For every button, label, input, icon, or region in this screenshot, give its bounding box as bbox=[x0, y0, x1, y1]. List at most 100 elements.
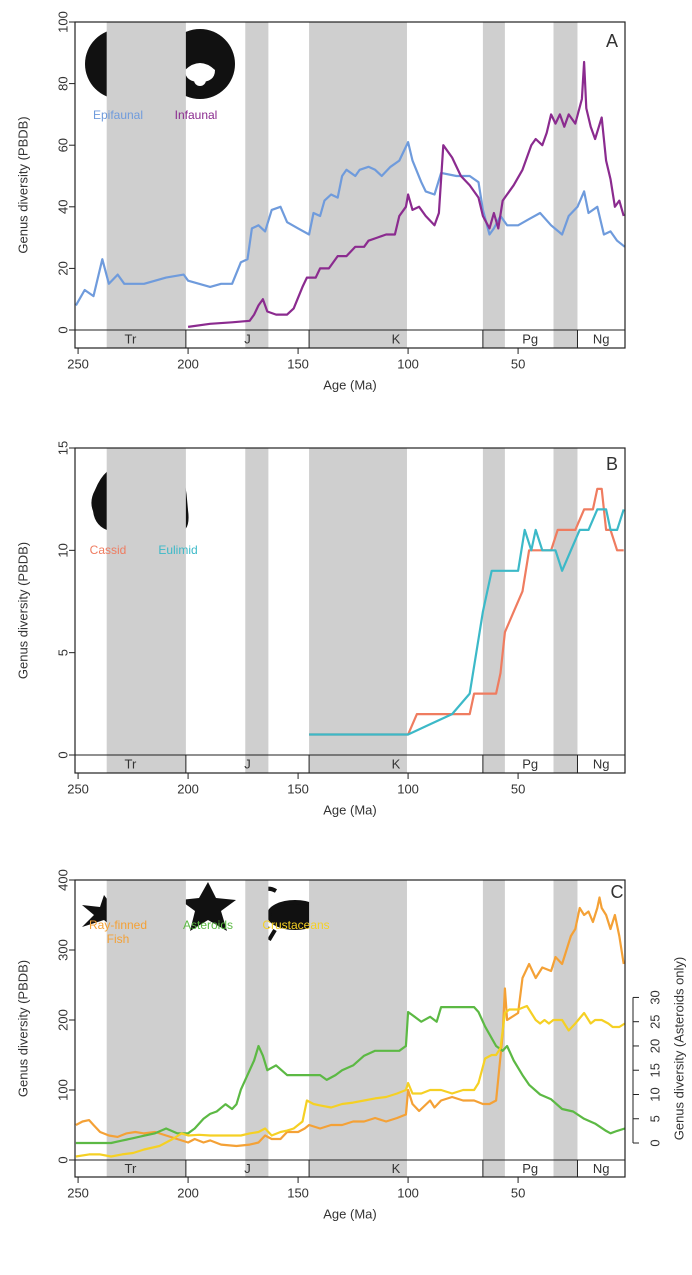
period-label: Pg bbox=[522, 1161, 538, 1176]
x-tick-label: 250 bbox=[67, 1185, 89, 1200]
x-axis-title: Age (Ma) bbox=[323, 802, 376, 817]
y-axis-title: Genus diversity (PBDB) bbox=[15, 542, 30, 679]
x-tick-label: 50 bbox=[511, 1185, 525, 1200]
period-label: J bbox=[244, 756, 251, 771]
y-axis-title: Genus diversity (PBDB) bbox=[15, 960, 30, 1097]
period-label: Ng bbox=[593, 756, 610, 771]
series-line bbox=[187, 60, 625, 328]
stage-band bbox=[106, 22, 186, 348]
y2-tick-label: 15 bbox=[647, 1063, 662, 1077]
y-tick-label: 0 bbox=[55, 1156, 70, 1163]
y-tick-label: 400 bbox=[55, 869, 70, 891]
legend-entry: Crustaceans bbox=[262, 918, 330, 932]
legend-entry: Asteroids bbox=[182, 918, 234, 932]
series-line bbox=[309, 508, 625, 736]
plot-frame bbox=[74, 21, 626, 349]
x-tick-label: 200 bbox=[177, 1185, 199, 1200]
x-axis-title: Age (Ma) bbox=[323, 377, 376, 392]
y-tick-label: 0 bbox=[55, 751, 70, 758]
period-label: Tr bbox=[125, 331, 137, 346]
x-tick-label: 150 bbox=[287, 781, 309, 796]
stage-band bbox=[309, 22, 407, 348]
y-tick-label: 10 bbox=[55, 543, 70, 557]
plot-frame bbox=[74, 447, 626, 774]
legend-label: Ray-finned Fish bbox=[88, 918, 148, 946]
y-tick-label: 40 bbox=[55, 200, 70, 214]
panel-label: C bbox=[611, 882, 624, 902]
stage-band bbox=[553, 22, 578, 348]
period-label: K bbox=[392, 756, 401, 771]
icon-starfish bbox=[180, 882, 236, 931]
legend-label: Epifaunal bbox=[92, 108, 144, 122]
plot-frame bbox=[74, 879, 626, 1178]
period-label: Tr bbox=[125, 756, 137, 771]
series-line bbox=[75, 1004, 626, 1158]
x-tick-label: 50 bbox=[511, 356, 525, 371]
period-label: K bbox=[392, 331, 401, 346]
x-tick-label: 200 bbox=[177, 356, 199, 371]
x-tick-label: 250 bbox=[67, 356, 89, 371]
period-label: Ng bbox=[593, 331, 610, 346]
series-line bbox=[74, 141, 626, 306]
period-label: Tr bbox=[125, 1161, 137, 1176]
legend-label: Crustaceans bbox=[262, 918, 330, 932]
stage-band bbox=[309, 448, 407, 773]
legend-label: Asteroids bbox=[182, 918, 234, 932]
y2-tick-label: 30 bbox=[647, 990, 662, 1004]
y-axis-title: Genus diversity (PBDB) bbox=[15, 116, 30, 253]
y-tick-label: 300 bbox=[55, 939, 70, 961]
x-tick-label: 150 bbox=[287, 356, 309, 371]
legend-label: Cassid bbox=[89, 543, 127, 557]
y-tick-label: 0 bbox=[55, 326, 70, 333]
period-label: Pg bbox=[522, 756, 538, 771]
stage-band bbox=[553, 880, 578, 1177]
stage-band bbox=[482, 448, 505, 773]
period-label: J bbox=[244, 1161, 251, 1176]
y-tick-label: 15 bbox=[55, 441, 70, 455]
legend-entry: Eulimid bbox=[158, 543, 198, 557]
x-tick-label: 50 bbox=[511, 781, 525, 796]
period-label: K bbox=[392, 1161, 401, 1176]
legend-entry: Infaunal bbox=[174, 108, 218, 122]
x-tick-label: 100 bbox=[397, 781, 419, 796]
stage-band bbox=[106, 880, 186, 1177]
panel-label: A bbox=[606, 31, 618, 51]
stage-band bbox=[553, 448, 578, 773]
period-label: J bbox=[244, 331, 251, 346]
stage-band bbox=[245, 448, 269, 773]
legend-entry: Ray-finned Fish bbox=[88, 918, 148, 946]
y2-tick-label: 5 bbox=[647, 1115, 662, 1122]
legend-entry: Cassid bbox=[89, 543, 127, 557]
legend-label: Infaunal bbox=[174, 108, 218, 122]
stage-band bbox=[245, 880, 269, 1177]
y-tick-label: 20 bbox=[55, 261, 70, 275]
series-line bbox=[75, 1006, 626, 1145]
y2-tick-label: 25 bbox=[647, 1014, 662, 1028]
y-tick-label: 200 bbox=[55, 1009, 70, 1031]
y2-axis-title: Genus diversity (Asteroids only) bbox=[671, 957, 686, 1141]
stage-band bbox=[482, 22, 505, 348]
series-line bbox=[75, 896, 625, 1148]
y2-tick-label: 0 bbox=[647, 1139, 662, 1146]
y-tick-label: 100 bbox=[55, 11, 70, 33]
panel-label: B bbox=[606, 454, 618, 474]
y-tick-label: 5 bbox=[55, 649, 70, 656]
period-label: Ng bbox=[593, 1161, 610, 1176]
legend-label: Eulimid bbox=[158, 543, 198, 557]
y2-tick-label: 10 bbox=[647, 1087, 662, 1101]
period-label: Pg bbox=[522, 331, 538, 346]
y2-tick-label: 20 bbox=[647, 1039, 662, 1053]
stage-band bbox=[106, 448, 186, 773]
x-tick-label: 100 bbox=[397, 356, 419, 371]
legend-entry: Epifaunal bbox=[92, 108, 144, 122]
x-tick-label: 200 bbox=[177, 781, 199, 796]
y-tick-label: 60 bbox=[55, 138, 70, 152]
stage-band bbox=[482, 880, 505, 1177]
x-tick-label: 100 bbox=[397, 1185, 419, 1200]
y-tick-label: 80 bbox=[55, 76, 70, 90]
stage-band bbox=[245, 22, 269, 348]
x-tick-label: 250 bbox=[67, 781, 89, 796]
x-axis-title: Age (Ma) bbox=[323, 1206, 376, 1221]
x-tick-label: 150 bbox=[287, 1185, 309, 1200]
